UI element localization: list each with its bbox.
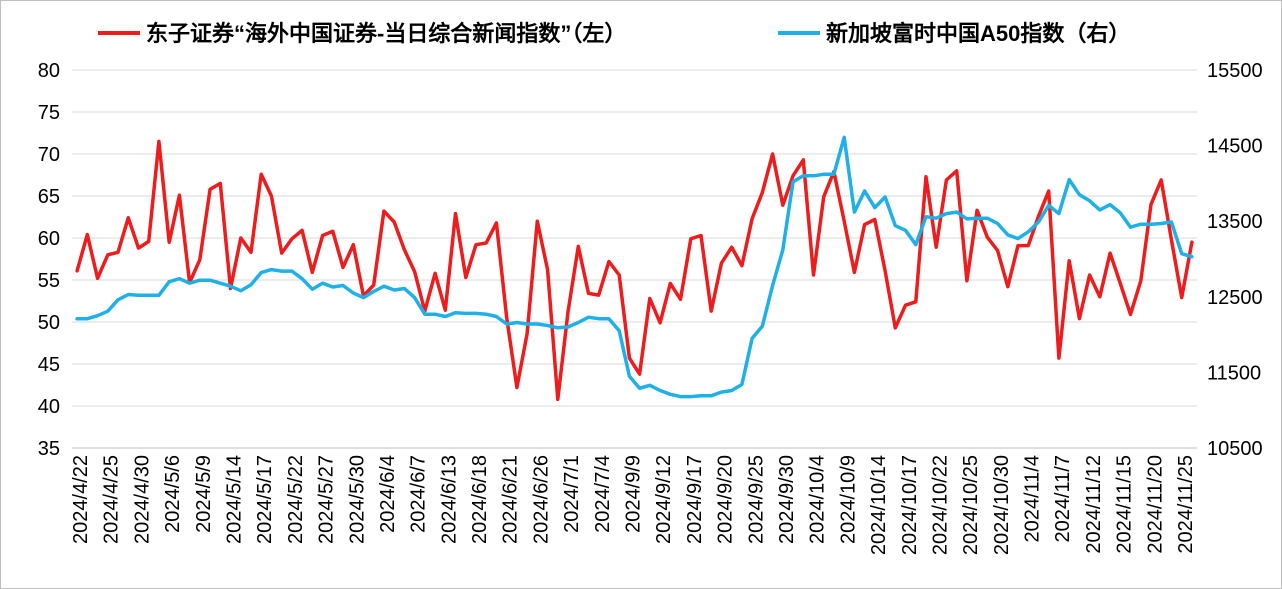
left-y-tick-label: 70: [38, 144, 60, 166]
x-tick-label: 2024/10/14: [868, 455, 890, 555]
x-tick-label: 2024/10/22: [929, 455, 951, 555]
x-axis: 2024/4/22 2024/4/25 2024/4/30 2024/5/6 2024/…: [70, 447, 1197, 555]
x-tick-label: 2024/11/7: [1052, 455, 1074, 543]
x-tick-label: 2024/6/26: [530, 455, 552, 544]
left-y-tick-label: 65: [38, 186, 60, 208]
x-tick-label: 2024/11/15: [1114, 455, 1136, 554]
left-y-tick-label: 60: [38, 228, 60, 250]
series-line-left: [75, 139, 1194, 402]
x-tick-label: 2024/9/20: [715, 455, 737, 544]
legend: 东子证券“海外中国证券-当日综合新闻指数”（左） 新加坡富时中国A50指数（右）: [98, 21, 1130, 46]
x-tick-label: 2024/10/17: [899, 455, 921, 555]
right-y-axis: 10500 11500 12500 13500 14500 15500: [1207, 60, 1263, 460]
x-tick-label: 2024/11/25: [1175, 455, 1197, 554]
x-tick-label: 2024/6/4: [377, 455, 399, 533]
x-tick-label: 2024/6/13: [438, 455, 460, 544]
right-y-tick-label: 12500: [1207, 287, 1263, 309]
right-y-tick-label: 10500: [1207, 438, 1263, 460]
right-y-tick-label: 14500: [1207, 136, 1263, 158]
x-tick-label: 2024/6/7: [408, 455, 430, 533]
x-tick-label: 2024/4/25: [101, 455, 123, 544]
x-tick-label: 2024/5/6: [162, 455, 184, 533]
left-y-tick-label: 80: [38, 60, 60, 82]
left-y-tick-label: 45: [38, 354, 60, 376]
left-y-axis: 35 40 45 50 55 60 65 70 75 80: [38, 60, 60, 460]
x-tick-label: 2024/6/21: [500, 455, 522, 544]
x-tick-label: 2024/4/30: [131, 455, 153, 544]
x-tick-label: 2024/10/4: [807, 455, 829, 544]
x-tick-label: 2024/4/22: [70, 455, 92, 544]
x-tick-label: 2024/9/17: [684, 455, 706, 544]
left-y-tick-label: 35: [38, 438, 60, 460]
legend-label-left-series: 东子证券“海外中国证券-当日综合新闻指数”（左）: [146, 21, 626, 46]
right-y-tick-label: 13500: [1207, 211, 1263, 233]
x-tick-label: 2024/5/17: [254, 455, 276, 544]
x-tick-label: 2024/5/27: [316, 455, 338, 544]
x-tick-label: 2024/9/30: [776, 455, 798, 544]
right-y-tick-label: 15500: [1207, 60, 1263, 82]
x-tick-label: 2024/5/14: [223, 455, 245, 544]
left-y-tick-label: 75: [38, 102, 60, 124]
x-tick-label: 2024/11/20: [1144, 455, 1166, 554]
x-tick-label: 2024/6/18: [469, 455, 491, 544]
series-lines: [75, 135, 1194, 402]
x-tick-label: 2024/10/25: [960, 455, 982, 555]
x-tick-label: 2024/9/9: [623, 455, 645, 533]
left-y-tick-label: 55: [38, 270, 60, 292]
x-tick-label: 2024/7/1: [561, 455, 583, 533]
left-y-tick-label: 50: [38, 312, 60, 334]
x-tick-label: 2024/5/22: [285, 455, 307, 544]
x-tick-label: 2024/10/9: [837, 455, 859, 544]
x-tick-label: 2024/11/12: [1083, 455, 1105, 554]
legend-label-right-series: 新加坡富时中国A50指数（右）: [826, 21, 1130, 46]
x-tick-label: 2024/9/12: [653, 455, 675, 544]
x-tick-label: 2024/10/30: [991, 455, 1013, 555]
x-tick-label: 2024/11/4: [1022, 455, 1044, 543]
x-tick-label: 2024/5/9: [193, 455, 215, 533]
x-tick-label: 2024/9/25: [745, 455, 767, 544]
x-tick-label: 2024/5/30: [346, 455, 368, 544]
x-tick-label: 2024/7/4: [592, 455, 614, 533]
series-line-right: [75, 135, 1194, 399]
left-y-tick-label: 40: [38, 396, 60, 418]
right-y-tick-label: 11500: [1207, 362, 1261, 384]
